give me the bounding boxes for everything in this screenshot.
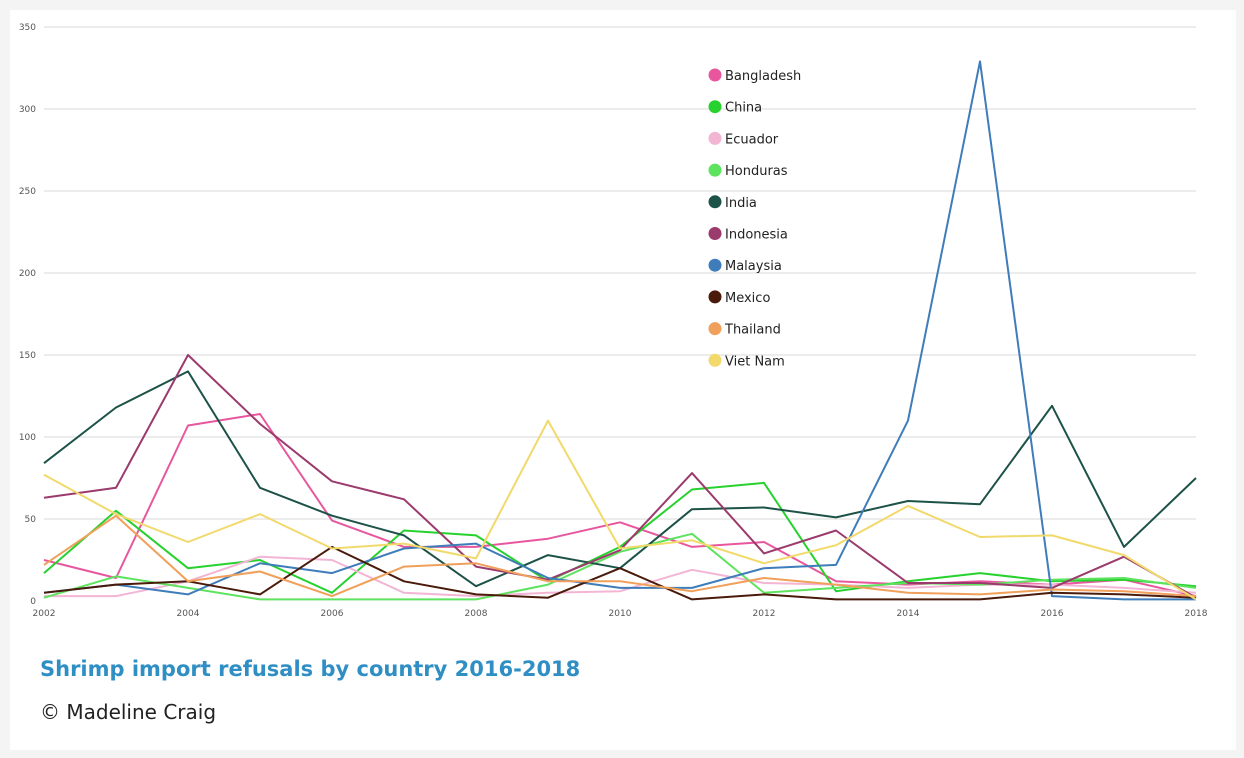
legend-label-bangladesh: Bangladesh xyxy=(725,69,801,84)
legend-label-indonesia: Indonesia xyxy=(725,228,788,243)
y-tick-label: 350 xyxy=(19,23,36,33)
series-line-india xyxy=(43,370,1197,588)
x-tick-label: 2006 xyxy=(321,609,344,619)
series-line-mexico xyxy=(43,545,1197,601)
x-tick-label: 2002 xyxy=(33,609,56,619)
legend-marker-bangladesh xyxy=(708,68,722,82)
legend-label-ecuador: Ecuador xyxy=(725,132,779,147)
y-tick-label: 0 xyxy=(30,597,36,607)
x-tick-label: 2016 xyxy=(1041,609,1064,619)
x-tick-label: 2014 xyxy=(897,609,920,619)
legend-marker-mexico xyxy=(708,290,722,304)
x-axis-ticks: 2002 2004 2006 2008 2010 2012 2014 2016 2018 xyxy=(33,609,1208,619)
x-tick-label: 2010 xyxy=(609,609,632,619)
legend-label-honduras: Honduras xyxy=(725,164,788,179)
gridlines xyxy=(44,26,1196,520)
y-tick-label: 50 xyxy=(25,515,37,525)
series-line-china xyxy=(43,481,1197,594)
legend-label-viet-nam: Viet Nam xyxy=(725,354,785,369)
x-tick-label: 2012 xyxy=(753,609,776,619)
legend-marker-viet-nam xyxy=(708,353,722,367)
series-lines xyxy=(43,60,1197,601)
legend-label-thailand: Thailand xyxy=(724,323,781,338)
series-line-honduras xyxy=(43,532,1197,601)
y-axis-ticks: 0 50 100 150 200 250 300 350 xyxy=(19,23,36,607)
legend-label-malaysia: Malaysia xyxy=(725,259,782,274)
legend-marker-india xyxy=(708,195,722,209)
legend-marker-malaysia xyxy=(708,258,722,272)
series-line-thailand xyxy=(43,514,1197,598)
y-tick-label: 300 xyxy=(19,105,36,115)
chart-credit: © Madeline Craig xyxy=(40,700,217,724)
series-line-indonesia xyxy=(43,354,1197,599)
y-tick-label: 150 xyxy=(19,351,36,361)
legend-marker-ecuador xyxy=(708,131,722,145)
legend-label-india: India xyxy=(725,196,757,211)
y-tick-label: 100 xyxy=(19,433,36,443)
series-line-viet-nam xyxy=(43,419,1197,601)
legend-marker-thailand xyxy=(708,322,722,336)
legend-label-mexico: Mexico xyxy=(725,291,770,306)
x-tick-label: 2008 xyxy=(465,609,488,619)
legend-marker-indonesia xyxy=(708,227,722,240)
legend-marker-honduras xyxy=(708,163,722,177)
legend: Bangladesh China Ecuador Honduras India Indon… xyxy=(708,68,801,369)
legend-marker-china xyxy=(708,100,722,114)
y-tick-label: 200 xyxy=(19,269,36,279)
legend-label-china: China xyxy=(725,101,762,116)
x-tick-label: 2004 xyxy=(177,609,200,619)
x-tick-label: 2018 xyxy=(1185,609,1208,619)
y-tick-label: 250 xyxy=(19,187,36,197)
chart-caption-title: Shrimp import refusals by country 2016-2… xyxy=(40,657,581,681)
series-line-malaysia xyxy=(43,60,1196,601)
chart-card: 0 50 100 150 200 250 300 350 2002 2004 2006 2008 20… xyxy=(10,10,1236,750)
